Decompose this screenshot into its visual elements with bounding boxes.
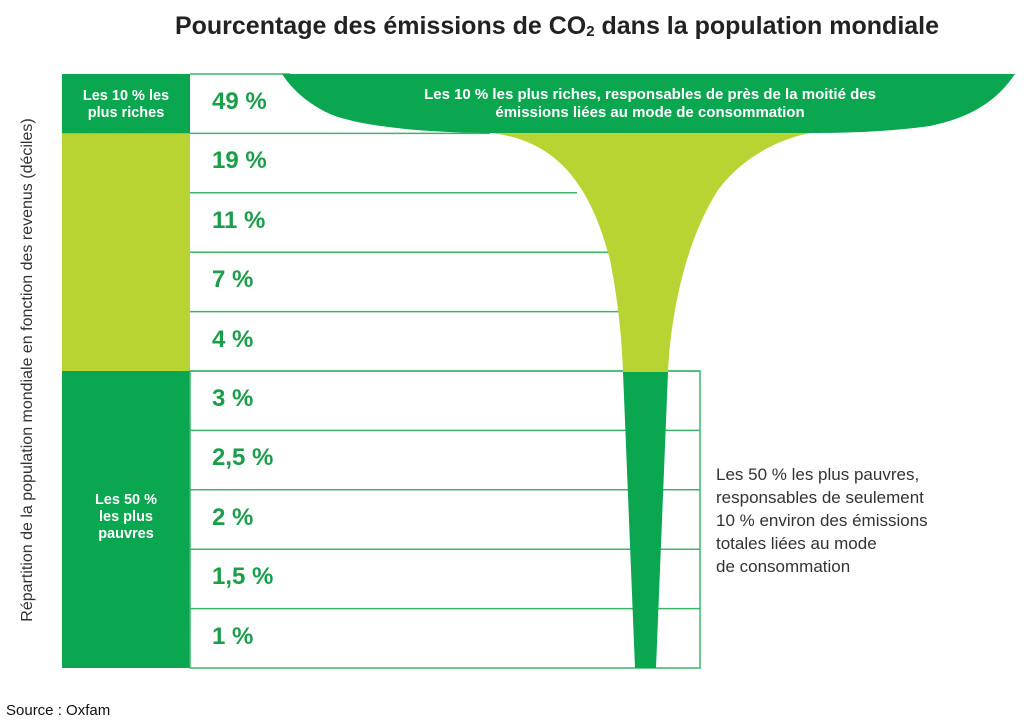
richest-group-cell	[62, 74, 190, 134]
value-label: 19 %	[212, 147, 267, 175]
bottom-annotation: Les 50 % les plus pauvres, responsables d…	[716, 465, 928, 576]
value-label: 7 %	[212, 266, 254, 294]
value-label: 1,5 %	[212, 563, 274, 591]
poorest-box	[189, 370, 701, 669]
value-label: 2 %	[212, 503, 254, 531]
poorest-group-cell	[62, 371, 190, 668]
value-label: 3 %	[212, 385, 254, 412]
upper-deciles-cell	[62, 133, 190, 371]
funnel-top-decile	[282, 74, 1015, 133]
value-label: 49 %	[212, 88, 267, 115]
value-label: 4 %	[212, 325, 254, 353]
value-label: 1 %	[212, 622, 254, 650]
top-annotation: Les 10 % les plus riches, responsables d…	[424, 86, 876, 121]
chart-title: Pourcentage des émissions de CO2 dans la…	[174, 12, 940, 40]
richest-group-label: Les 10 % les plus riches	[82, 88, 170, 121]
funnel-poorest-stem	[623, 372, 668, 668]
funnel-upper-deciles	[490, 133, 810, 372]
source-note: Source : Oxfam	[6, 702, 111, 719]
value-label: 11 %	[212, 206, 266, 234]
value-label: 2,5 %	[212, 444, 274, 472]
poorest-group-label: Les 50 % les plus pauvres	[94, 492, 158, 542]
